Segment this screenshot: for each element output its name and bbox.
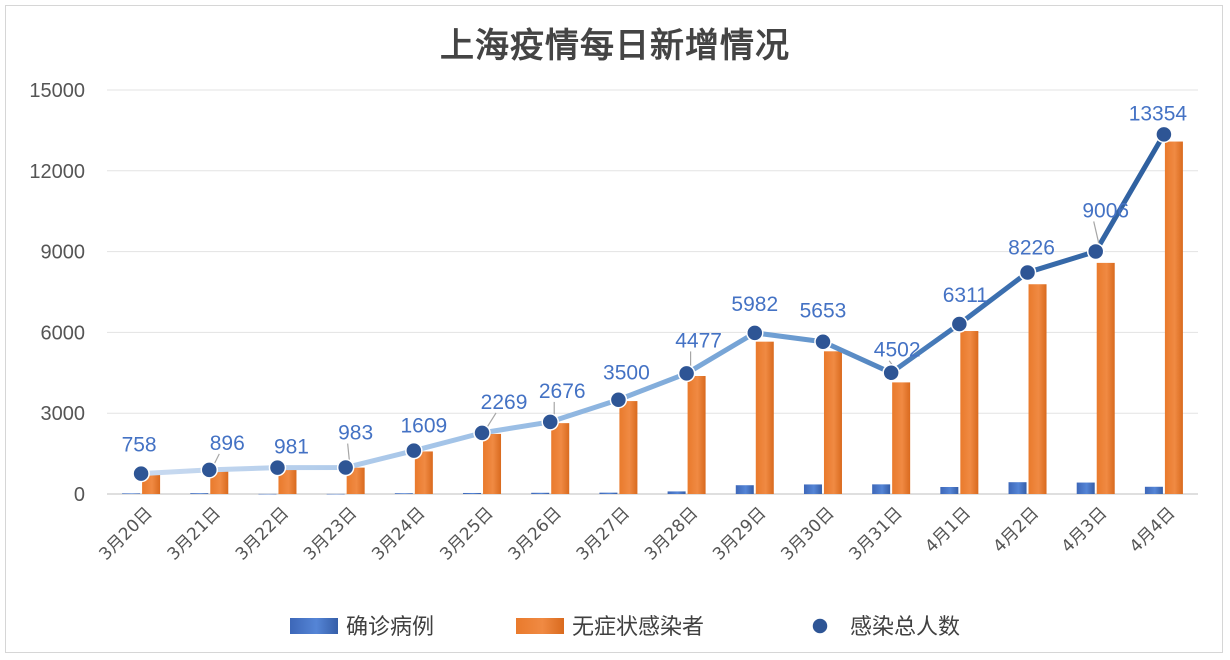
bar-confirmed [1008, 482, 1027, 494]
data-label-total: 8226 [1008, 236, 1055, 259]
data-label-total: 981 [274, 436, 309, 459]
bar-confirmed [463, 492, 482, 494]
x-tick-label: 4月3日 [1058, 503, 1111, 556]
bar-asymptomatic [414, 451, 433, 494]
bar-asymptomatic [687, 376, 706, 494]
y-tick-label: 3000 [41, 403, 86, 425]
series-point-total [200, 461, 219, 479]
bar-confirmed [394, 493, 413, 494]
chart-frame [5, 5, 1223, 653]
series-point-total [1018, 263, 1037, 282]
bar-confirmed [667, 491, 686, 494]
x-tick-label: 3月26日 [505, 503, 566, 564]
series-point-total [609, 390, 628, 409]
x-tick-label: 3月30日 [777, 503, 838, 564]
series-point-total [473, 424, 491, 442]
legend-swatch-total-marker [811, 617, 829, 635]
bar-confirmed [735, 485, 754, 494]
bar-asymptomatic [619, 401, 638, 494]
series-point-total [882, 363, 900, 382]
series-point-total [268, 458, 287, 477]
bar-asymptomatic [892, 382, 911, 494]
x-tick-label: 3月23日 [300, 503, 361, 564]
legend-label-asymptomatic: 无症状感染者 [572, 615, 704, 640]
data-label-total: 5982 [731, 293, 778, 316]
bar-confirmed [122, 493, 141, 494]
x-tick-label: 3月28日 [641, 503, 702, 564]
bar-confirmed [531, 492, 550, 494]
x-tick-label: 3月22日 [232, 503, 293, 564]
y-tick-label: 0 [74, 484, 85, 506]
series-point-total [1155, 125, 1173, 144]
bar-confirmed [1144, 486, 1163, 494]
x-tick-label: 3月27日 [573, 503, 634, 564]
bar-asymptomatic [1096, 262, 1115, 494]
data-label-total: 5653 [800, 300, 847, 323]
legend-label-confirmed: 确诊病例 [346, 615, 434, 640]
series-line-total [138, 131, 1167, 477]
y-tick-label: 15000 [29, 80, 85, 102]
series-point-total [405, 441, 423, 460]
x-tick-label: 3月31日 [846, 503, 907, 564]
data-label-total: 2269 [481, 391, 528, 414]
data-label-total: 2676 [539, 380, 586, 403]
x-tick-label: 4月2日 [990, 503, 1043, 556]
data-label-total: 13354 [1129, 102, 1188, 125]
y-tick-label: 12000 [29, 161, 85, 183]
bar-confirmed [190, 493, 209, 494]
data-label-total: 9006 [1082, 199, 1129, 222]
bar-asymptomatic [1164, 141, 1183, 494]
series-point-total [541, 413, 559, 431]
legend-swatch-confirmed [290, 618, 338, 634]
data-label-total: 983 [338, 422, 373, 445]
data-label-total: 758 [122, 434, 157, 457]
bar-confirmed [872, 484, 891, 494]
series-point-total [814, 332, 832, 351]
bar-confirmed [326, 493, 345, 495]
y-tick-label: 6000 [41, 322, 86, 344]
series-point-total [132, 464, 150, 483]
data-label-total: 4502 [874, 339, 921, 362]
bar-asymptomatic [823, 351, 842, 494]
data-label-total: 896 [210, 432, 245, 455]
x-tick-label: 3月25日 [436, 503, 497, 564]
bar-asymptomatic [755, 341, 774, 494]
series-point-total [1086, 242, 1105, 261]
x-tick-label: 3月24日 [368, 503, 429, 564]
bar-confirmed [599, 492, 618, 494]
bar-asymptomatic [1028, 284, 1047, 494]
label-leader [1093, 221, 1101, 248]
bar-confirmed [258, 493, 277, 495]
y-tick-label: 9000 [41, 242, 86, 264]
bar-asymptomatic [551, 423, 570, 494]
x-tick-label: 3月20日 [95, 503, 156, 564]
data-label-total: 4477 [675, 329, 722, 352]
bar-asymptomatic [960, 331, 979, 494]
x-tick-label: 3月21日 [164, 503, 225, 564]
chart-title: 上海疫情每日新增情况 [440, 26, 790, 66]
legend-label-total: 感染总人数 [850, 615, 960, 640]
x-tick-label: 3月29日 [709, 503, 770, 564]
bar-confirmed [1076, 482, 1095, 494]
legend-swatch-asymptomatic [516, 618, 564, 634]
series-point-total [336, 458, 355, 477]
series-point-total [677, 364, 696, 383]
bar-confirmed [940, 486, 959, 494]
series-point-total [950, 315, 969, 333]
data-label-total: 1609 [400, 415, 447, 438]
data-label-total: 6311 [943, 284, 988, 307]
bar-confirmed [803, 484, 822, 494]
x-tick-label: 4月1日 [921, 503, 974, 556]
data-label-total: 3500 [603, 362, 650, 385]
x-tick-label: 4月4日 [1126, 503, 1179, 556]
series-point-total [746, 324, 764, 342]
bar-asymptomatic [483, 433, 502, 494]
